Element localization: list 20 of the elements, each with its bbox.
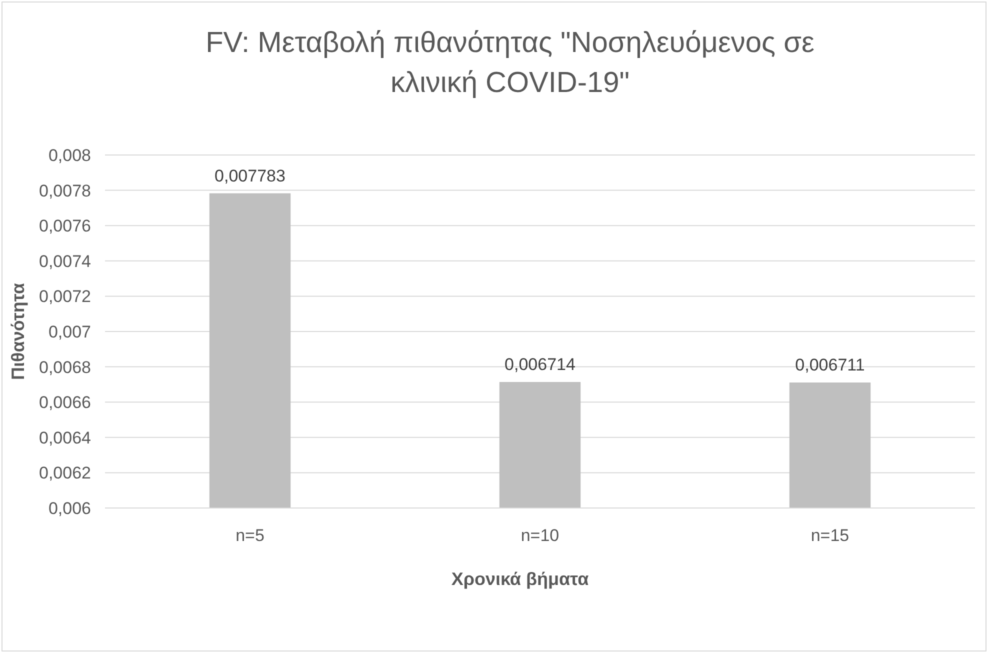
- x-tick-label: n=10: [520, 526, 560, 545]
- y-tick-label: 0,0068: [39, 358, 91, 377]
- y-tick-label: 0,0078: [39, 181, 91, 200]
- y-tick-label: 0,007: [48, 322, 91, 342]
- y-tick-label: 0,0074: [39, 252, 91, 271]
- y-tick-label: 0,008: [48, 146, 91, 165]
- y-tick-label: 0,0066: [39, 393, 91, 412]
- y-tick-label: 0,006: [48, 498, 91, 518]
- y-tick-label: 0,0064: [39, 428, 91, 448]
- y-tick-label: 0,0062: [39, 464, 91, 483]
- y-axis-title: Πιθανότητα: [8, 283, 28, 380]
- data-label: 0,006711: [795, 356, 865, 375]
- y-tick-label: 0,0072: [39, 287, 91, 306]
- chart-title: FV: Μεταβολή πιθανότητας "Νοσηλευόμενος σε κλινική COVID-19": [206, 27, 814, 99]
- x-tick-label: n=5: [236, 526, 264, 545]
- y-tick-label: 0,0076: [39, 216, 91, 236]
- x-axis-title: Χρονικά βήματα: [451, 569, 589, 589]
- x-tick-label: n=15: [810, 526, 850, 545]
- data-label: 0,007783: [214, 166, 286, 186]
- data-label: 0,006714: [504, 354, 576, 374]
